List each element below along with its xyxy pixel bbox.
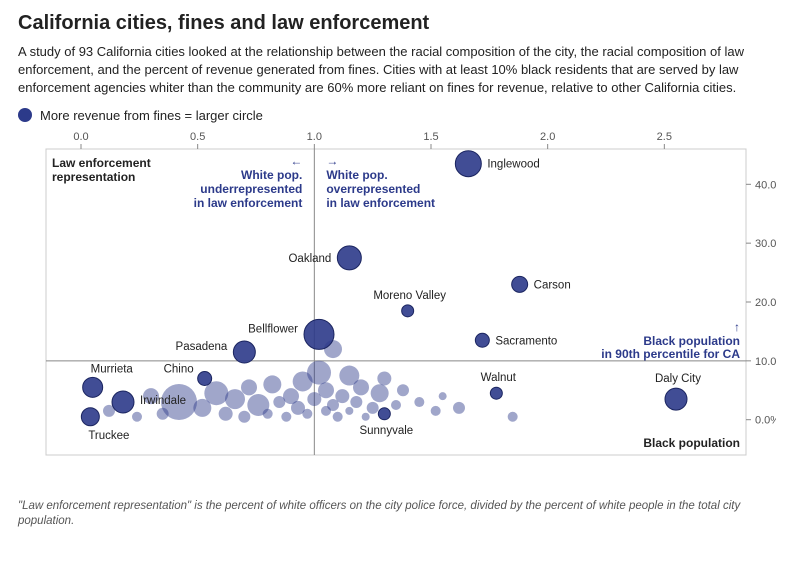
city-label: Sacramento xyxy=(495,335,557,347)
bubble xyxy=(391,400,401,410)
bubble xyxy=(350,396,362,408)
bubble xyxy=(345,406,353,414)
bubble-labeled xyxy=(233,341,255,363)
bubble-labeled xyxy=(512,276,528,292)
bubble-labeled xyxy=(455,150,481,176)
city-label: Chino xyxy=(164,363,194,375)
bubble xyxy=(219,406,233,420)
city-label: Irwindale xyxy=(140,395,186,407)
svg-text:30.0%: 30.0% xyxy=(755,238,776,250)
bubble xyxy=(367,401,379,413)
bubble xyxy=(397,384,409,396)
bubble xyxy=(157,407,169,419)
bubble-labeled xyxy=(112,391,134,413)
x-axis-label: Law enforcement xyxy=(52,156,151,170)
svg-text:White pop.: White pop. xyxy=(241,168,302,182)
city-label: Carson xyxy=(534,279,571,291)
chart-svg: 0.0 0.5 1.0 1.5 2.0 2.5 0.0% 10.0% 20.0% 30.0% 40.… xyxy=(18,129,776,489)
bubble-labeled xyxy=(81,407,99,425)
chart-footnote: "Law enforcement representation" is the … xyxy=(18,499,776,530)
scatter-chart: 0.0 0.5 1.0 1.5 2.0 2.5 0.0% 10.0% 20.0% 30.0% 40.… xyxy=(18,129,776,489)
svg-text:0.0: 0.0 xyxy=(73,131,88,143)
bubble xyxy=(453,401,465,413)
svg-text:←: ← xyxy=(290,154,302,168)
city-label: Inglewood xyxy=(487,158,539,170)
bubble xyxy=(353,379,369,395)
bubble xyxy=(333,411,343,421)
bubble-labeled xyxy=(402,304,414,316)
legend: More revenue from fines = larger circle xyxy=(18,108,776,123)
svg-text:White pop.: White pop. xyxy=(326,168,387,182)
bubble xyxy=(263,408,273,418)
legend-label: More revenue from fines = larger circle xyxy=(40,108,263,123)
bubble xyxy=(132,411,142,421)
bubble xyxy=(414,397,424,407)
bubble xyxy=(508,411,518,421)
svg-text:→: → xyxy=(326,154,338,168)
svg-text:↑: ↑ xyxy=(734,319,740,333)
bubble xyxy=(225,389,245,409)
x-axis-label-2: representation xyxy=(52,170,135,184)
bubble-labeled xyxy=(198,371,212,385)
city-label: Bellflower xyxy=(248,323,298,335)
svg-text:in law enforcement: in law enforcement xyxy=(326,196,435,210)
svg-text:2.0: 2.0 xyxy=(540,131,555,143)
city-label: Oakland xyxy=(288,252,331,264)
bubble xyxy=(307,360,331,384)
svg-text:20.0%: 20.0% xyxy=(755,297,776,309)
legend-dot-icon xyxy=(18,108,32,122)
city-label: Pasadena xyxy=(176,341,228,353)
bubble xyxy=(377,371,391,385)
svg-text:underrepresented: underrepresented xyxy=(200,182,302,196)
svg-text:1.0: 1.0 xyxy=(307,131,322,143)
svg-text:40.0%: 40.0% xyxy=(755,179,776,191)
bubble xyxy=(263,375,281,393)
bubble xyxy=(431,405,441,415)
svg-text:0.0%: 0.0% xyxy=(755,414,776,426)
bubble xyxy=(238,410,250,422)
bubble-labeled xyxy=(83,377,103,397)
bubble xyxy=(241,379,257,395)
bubble xyxy=(335,389,349,403)
svg-text:Black population: Black population xyxy=(643,333,740,347)
bubble-labeled xyxy=(490,387,502,399)
svg-text:10.0%: 10.0% xyxy=(755,355,776,367)
bubble xyxy=(281,411,291,421)
city-label: Daly City xyxy=(655,373,701,385)
bubble-labeled xyxy=(378,407,390,419)
page-title: California cities, fines and law enforce… xyxy=(18,12,776,35)
svg-text:in law enforcement: in law enforcement xyxy=(194,196,303,210)
bubble-labeled xyxy=(665,388,687,410)
bubble-labeled xyxy=(304,319,334,349)
chart-description: A study of 93 California cities looked a… xyxy=(18,43,776,98)
y-axis-label: Black population xyxy=(643,436,740,450)
bubble xyxy=(439,392,447,400)
svg-text:in 90th percentile for CA: in 90th percentile for CA xyxy=(601,346,740,360)
city-label: Walnut xyxy=(481,372,517,384)
bubble xyxy=(318,382,334,398)
bubble xyxy=(362,412,370,420)
bubble-labeled xyxy=(475,333,489,347)
svg-text:2.5: 2.5 xyxy=(657,131,672,143)
bubble xyxy=(371,384,389,402)
city-label: Sunnyvale xyxy=(359,424,413,436)
svg-text:0.5: 0.5 xyxy=(190,131,205,143)
svg-text:overrepresented: overrepresented xyxy=(326,182,420,196)
bubble-labeled xyxy=(337,245,361,269)
city-label: Moreno Valley xyxy=(373,289,446,301)
svg-text:1.5: 1.5 xyxy=(423,131,438,143)
bubble xyxy=(302,408,312,418)
city-label: Truckee xyxy=(88,429,129,441)
city-label: Murrieta xyxy=(91,363,134,375)
